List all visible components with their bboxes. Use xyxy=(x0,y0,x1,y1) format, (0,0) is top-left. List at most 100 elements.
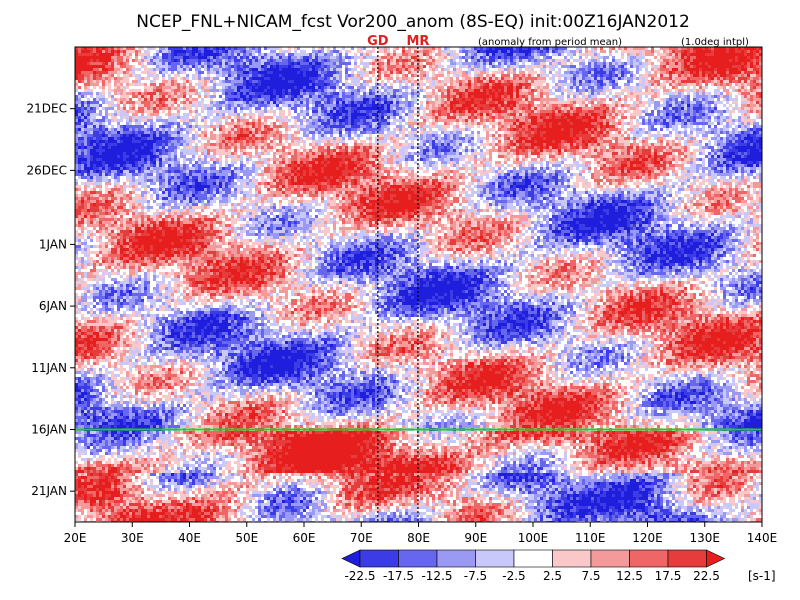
anomaly-cell xyxy=(543,59,546,62)
anomaly-cell xyxy=(690,56,693,59)
anomaly-cell xyxy=(231,83,234,86)
anomaly-cell xyxy=(588,71,591,74)
anomaly-cell xyxy=(567,62,570,65)
anomaly-cell xyxy=(468,86,471,89)
anomaly-cell xyxy=(390,83,393,86)
anomaly-cell xyxy=(648,80,651,83)
anomaly-cell xyxy=(117,71,120,74)
anomaly-cell xyxy=(741,56,744,59)
anomaly-cell xyxy=(594,92,597,95)
anomaly-cell xyxy=(267,86,270,89)
anomaly-cell xyxy=(591,50,594,53)
anomaly-cell xyxy=(207,56,210,59)
anomaly-cell xyxy=(429,65,432,68)
anomaly-cell xyxy=(93,53,96,56)
anomaly-cell xyxy=(240,56,243,59)
anomaly-cell xyxy=(333,89,336,92)
anomaly-cell xyxy=(225,83,228,86)
anomaly-cell xyxy=(438,62,441,65)
anomaly-cell xyxy=(354,71,357,74)
anomaly-cell xyxy=(384,59,387,62)
anomaly-cell xyxy=(618,83,621,86)
anomaly-cell xyxy=(219,59,222,62)
anomaly-cell xyxy=(279,53,282,56)
anomaly-cell xyxy=(480,68,483,71)
anomaly-cell xyxy=(237,50,240,53)
anomaly-cell xyxy=(327,71,330,74)
anomaly-cell xyxy=(261,62,264,65)
anomaly-cell xyxy=(423,68,426,71)
anomaly-cell xyxy=(702,92,705,95)
anomaly-cell xyxy=(495,77,498,80)
anomaly-cell xyxy=(363,62,366,65)
anomaly-cell xyxy=(585,74,588,77)
anomaly-cell xyxy=(387,53,390,56)
anomaly-cell xyxy=(606,53,609,56)
anomaly-cell xyxy=(546,86,549,89)
anomaly-cell xyxy=(156,83,159,86)
anomaly-cell xyxy=(660,74,663,77)
anomaly-cell xyxy=(81,92,84,95)
anomaly-cell xyxy=(108,68,111,71)
anomaly-cell xyxy=(114,89,117,92)
anomaly-cell xyxy=(423,86,426,89)
anomaly-cell xyxy=(402,56,405,59)
anomaly-cell xyxy=(591,68,594,71)
anomaly-cell xyxy=(525,71,528,74)
anomaly-cell xyxy=(504,86,507,89)
anomaly-cell xyxy=(435,77,438,80)
anomaly-cell xyxy=(99,56,102,59)
anomaly-cell xyxy=(582,83,585,86)
anomaly-cell xyxy=(84,74,87,77)
anomaly-cell xyxy=(189,77,192,80)
anomaly-cell xyxy=(684,68,687,71)
anomaly-cell xyxy=(120,53,123,56)
anomaly-cell xyxy=(732,62,735,65)
anomaly-cell xyxy=(720,89,723,92)
anomaly-cell xyxy=(258,86,261,89)
anomaly-cell xyxy=(123,89,126,92)
anomaly-cell xyxy=(324,74,327,77)
anomaly-cell xyxy=(471,77,474,80)
anomaly-cell xyxy=(144,59,147,62)
anomaly-cell xyxy=(603,71,606,74)
anomaly-cell xyxy=(720,77,723,80)
anomaly-cell xyxy=(168,86,171,89)
anomaly-cell xyxy=(441,56,444,59)
anomaly-cell xyxy=(492,62,495,65)
anomaly-cell xyxy=(411,86,414,89)
anomaly-cell xyxy=(321,53,324,56)
anomaly-cell xyxy=(720,53,723,56)
anomaly-cell xyxy=(108,50,111,53)
anomaly-cell xyxy=(267,56,270,59)
anomaly-cell xyxy=(222,83,225,86)
anomaly-cell xyxy=(729,77,732,80)
anomaly-cell xyxy=(159,65,162,68)
anomaly-cell xyxy=(579,80,582,83)
anomaly-cell xyxy=(156,80,159,83)
anomaly-cell xyxy=(276,89,279,92)
anomaly-cell xyxy=(303,62,306,65)
anomaly-cell xyxy=(156,62,159,65)
anomaly-cell xyxy=(438,80,441,83)
anomaly-cell xyxy=(150,68,153,71)
anomaly-cell xyxy=(423,62,426,65)
anomaly-cell xyxy=(294,86,297,89)
anomaly-cell xyxy=(504,92,507,95)
anomaly-cell xyxy=(465,77,468,80)
anomaly-cell xyxy=(288,89,291,92)
anomaly-cell xyxy=(93,71,96,74)
anomaly-cell xyxy=(456,77,459,80)
anomaly-cell xyxy=(525,50,528,53)
anomaly-cell xyxy=(297,62,300,65)
anomaly-cell xyxy=(225,65,228,68)
anomaly-cell xyxy=(123,62,126,65)
anomaly-cell xyxy=(252,50,255,53)
anomaly-cell xyxy=(699,65,702,68)
anomaly-cell xyxy=(198,68,201,71)
anomaly-cell xyxy=(369,74,372,77)
anomaly-cell xyxy=(189,74,192,77)
anomaly-cell xyxy=(567,74,570,77)
anomaly-cell xyxy=(243,74,246,77)
anomaly-cell xyxy=(435,56,438,59)
